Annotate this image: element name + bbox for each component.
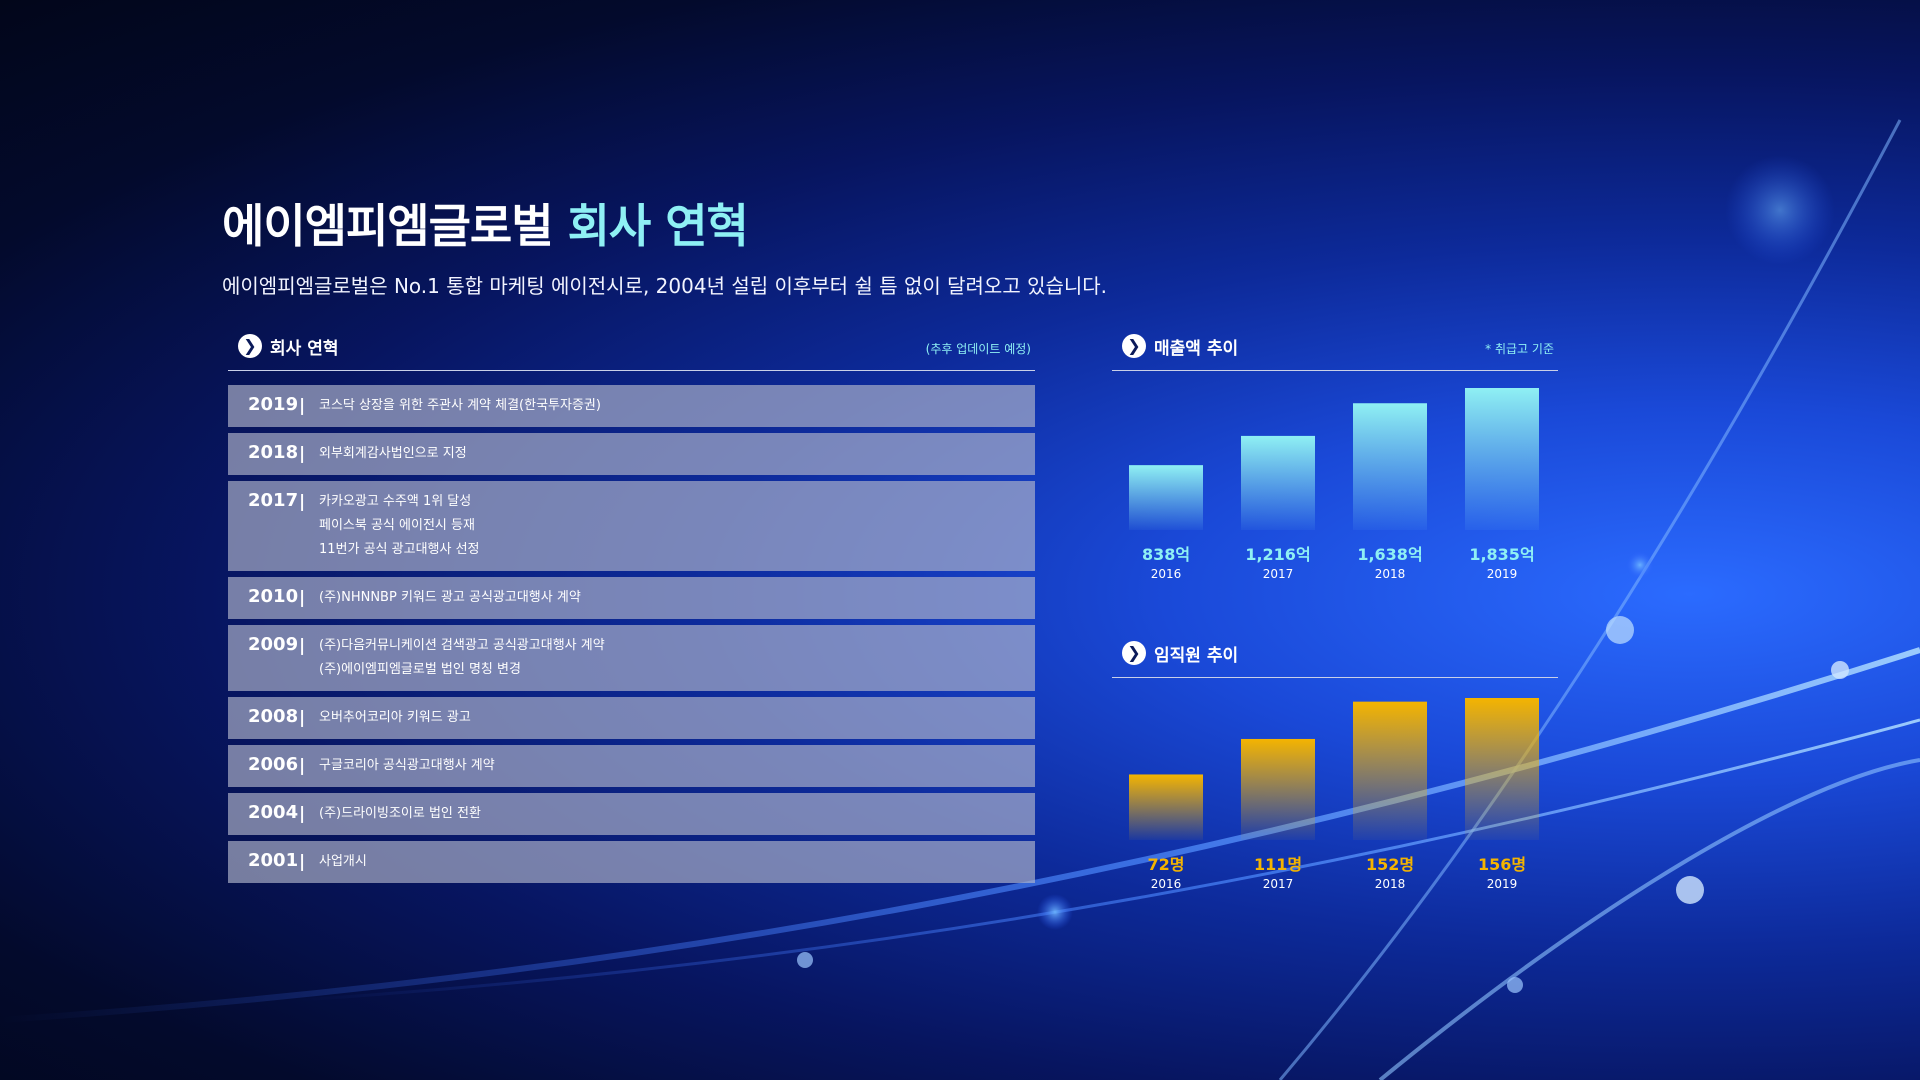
bar-2019 bbox=[1465, 388, 1539, 530]
year-separator: | bbox=[299, 756, 306, 776]
employee-section-header: ❯ 임직원 추이 bbox=[1112, 637, 1558, 678]
history-item: (주)에이엠피엠글로벌 법인 명칭 변경 bbox=[319, 662, 521, 677]
year-separator: | bbox=[299, 636, 306, 656]
history-row: 2018 | 외부회계감사법인으로 지정 bbox=[228, 433, 1035, 475]
bar-2017 bbox=[1241, 738, 1315, 840]
history-item: 페이스북 공식 에이전시 등재 bbox=[319, 518, 475, 533]
employee-heading: 임직원 추이 bbox=[1154, 646, 1239, 666]
history-year: 2010 bbox=[248, 586, 299, 607]
sales-bar-chart: 838억 2016 1,216억 2017 1,638억 2018 1,835억 2019 bbox=[1129, 388, 1539, 581]
sales-section-header: ❯ 매출액 추이 * 취급고 기준 bbox=[1112, 330, 1558, 371]
history-item: 사업개시 bbox=[319, 854, 367, 869]
history-item: 외부회계감사법인으로 지정 bbox=[319, 446, 467, 461]
chevron-right-icon: ❯ bbox=[1122, 334, 1146, 358]
history-row: 2008 | 오버추어코리아 키워드 광고 bbox=[228, 697, 1035, 739]
history-row: 2006 | 구글코리아 공식광고대행사 계약 bbox=[228, 745, 1035, 787]
x-tick-label: 2018 bbox=[1375, 877, 1406, 891]
bar-2018 bbox=[1353, 403, 1427, 530]
year-separator: | bbox=[299, 804, 306, 824]
data-label: 111명 bbox=[1254, 855, 1302, 874]
year-separator: | bbox=[299, 444, 306, 464]
x-tick-label: 2018 bbox=[1375, 567, 1406, 581]
history-year: 2008 bbox=[248, 706, 299, 727]
history-item: 구글코리아 공식광고대행사 계약 bbox=[319, 758, 495, 773]
history-row: 2004 | (주)드라이빙조이로 법인 전환 bbox=[228, 793, 1035, 835]
x-tick-label: 2019 bbox=[1487, 877, 1518, 891]
history-item: 카카오광고 수주액 1위 달성 bbox=[319, 494, 472, 509]
data-label: 838억 bbox=[1142, 545, 1190, 564]
history-section-header: ❯ 회사 연혁 (추후 업데이트 예정) bbox=[228, 330, 1035, 371]
history-year: 2006 bbox=[248, 754, 299, 775]
history-year: 2019 bbox=[248, 394, 299, 415]
x-tick-label: 2017 bbox=[1263, 877, 1294, 891]
history-year: 2001 bbox=[248, 850, 299, 871]
sales-note: * 취급고 기준 bbox=[1485, 342, 1554, 356]
page-subtitle: 에이엠피엠글로벌은 No.1 통합 마케팅 에이전시로, 2004년 설립 이후… bbox=[222, 274, 1108, 298]
history-item: (주)다음커뮤니케이션 검색광고 공식광고대행사 계약 bbox=[319, 638, 605, 653]
sales-heading: 매출액 추이 bbox=[1154, 339, 1239, 359]
bar-2018 bbox=[1353, 701, 1427, 840]
year-separator: | bbox=[299, 492, 306, 512]
history-note: (추후 업데이트 예정) bbox=[925, 342, 1031, 356]
page-title-accent: 회사 연혁 bbox=[567, 199, 749, 253]
year-separator: | bbox=[299, 708, 306, 728]
history-item: (주)드라이빙조이로 법인 전환 bbox=[319, 806, 481, 821]
history-row: 2010 | (주)NHNNBP 키워드 광고 공식광고대행사 계약 bbox=[228, 577, 1035, 619]
history-year: 2017 bbox=[248, 490, 299, 511]
chevron-right-icon: ❯ bbox=[238, 334, 262, 358]
data-label: 1,216억 bbox=[1245, 545, 1310, 564]
bar-2016 bbox=[1129, 465, 1203, 530]
history-year: 2004 bbox=[248, 802, 299, 823]
history-year: 2009 bbox=[248, 634, 299, 655]
x-tick-label: 2016 bbox=[1151, 877, 1182, 891]
bar-2016 bbox=[1129, 774, 1203, 840]
history-row: 2001 | 사업개시 bbox=[228, 841, 1035, 883]
page-title: 에이엠피엠글로벌 회사 연혁 bbox=[222, 199, 749, 253]
data-label: 156명 bbox=[1478, 855, 1526, 874]
history-row: 2009 | (주)다음커뮤니케이션 검색광고 공식광고대행사 계약 (주)에이엠피엠… bbox=[228, 625, 1035, 691]
history-item: 오버추어코리아 키워드 광고 bbox=[319, 710, 471, 725]
history-item: 코스닥 상장을 위한 주관사 계약 체결(한국투자증권) bbox=[319, 398, 601, 413]
data-label: 72명 bbox=[1148, 855, 1185, 874]
bar-2019 bbox=[1465, 698, 1539, 840]
history-row: 2019 | 코스닥 상장을 위한 주관사 계약 체결(한국투자증권) bbox=[228, 385, 1035, 427]
history-item: (주)NHNNBP 키워드 광고 공식광고대행사 계약 bbox=[319, 590, 581, 605]
history-item: 11번가 공식 광고대행사 선정 bbox=[319, 542, 480, 557]
x-tick-label: 2016 bbox=[1151, 567, 1182, 581]
chevron-right-icon: ❯ bbox=[1122, 641, 1146, 665]
x-tick-label: 2019 bbox=[1487, 567, 1518, 581]
history-year: 2018 bbox=[248, 442, 299, 463]
data-label: 152명 bbox=[1366, 855, 1414, 874]
x-tick-label: 2017 bbox=[1263, 567, 1294, 581]
bar-2017 bbox=[1241, 435, 1315, 530]
history-timeline: 2019 | 코스닥 상장을 위한 주관사 계약 체결(한국투자증권) 2018 | 외부… bbox=[228, 385, 1035, 889]
data-label: 1,835억 bbox=[1469, 545, 1534, 564]
year-separator: | bbox=[299, 588, 306, 608]
year-separator: | bbox=[299, 396, 306, 416]
year-separator: | bbox=[299, 852, 306, 872]
data-label: 1,638억 bbox=[1357, 545, 1422, 564]
history-heading: 회사 연혁 bbox=[270, 339, 339, 359]
employee-bar-chart: 72명 2016 111명 2017 152명 2018 156명 2019 bbox=[1129, 698, 1539, 891]
